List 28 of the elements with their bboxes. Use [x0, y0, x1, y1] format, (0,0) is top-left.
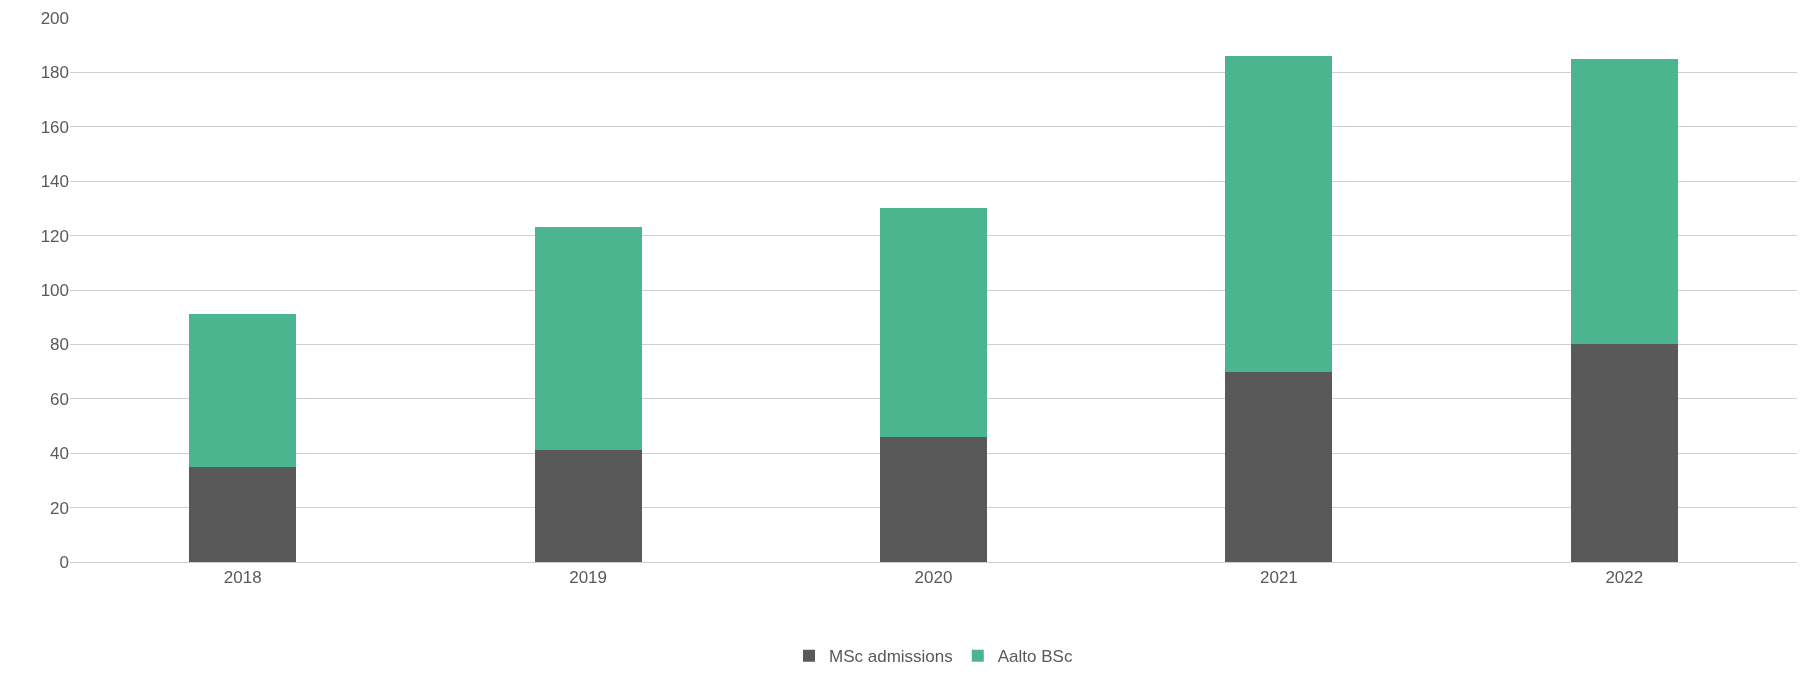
legend-label: Aalto BSc — [997, 647, 1073, 667]
y-tick-label: 120 — [40, 226, 69, 246]
legend-label: MSc admissions — [829, 647, 953, 667]
y-tick-label: 180 — [40, 63, 69, 83]
bar — [1570, 344, 1678, 562]
y-tick-label: 140 — [40, 172, 69, 192]
bar — [534, 450, 642, 562]
y-tick-label: 60 — [50, 389, 69, 409]
y-tick-label: 200 — [40, 8, 69, 28]
bar — [189, 466, 297, 562]
y-tick-label: 160 — [40, 117, 69, 137]
x-tick-label: 2022 — [1605, 568, 1644, 588]
x-tick-label: 2018 — [223, 568, 262, 588]
x-tick-label: 2019 — [569, 568, 608, 588]
y-tick-label: 80 — [50, 335, 69, 355]
bar — [1225, 371, 1333, 562]
y-tick-label: 0 — [59, 552, 69, 572]
bar — [1570, 58, 1678, 345]
y-tick-label: 40 — [50, 444, 69, 464]
y-tick-label: 100 — [40, 280, 69, 300]
x-tick-label: 2021 — [1259, 568, 1298, 588]
x-tick-label: 2020 — [914, 568, 953, 588]
bar — [534, 227, 642, 451]
bar — [189, 314, 297, 467]
bar — [879, 208, 988, 437]
bar — [1225, 56, 1333, 372]
bar — [879, 436, 988, 562]
y-tick-label: 20 — [50, 498, 69, 518]
